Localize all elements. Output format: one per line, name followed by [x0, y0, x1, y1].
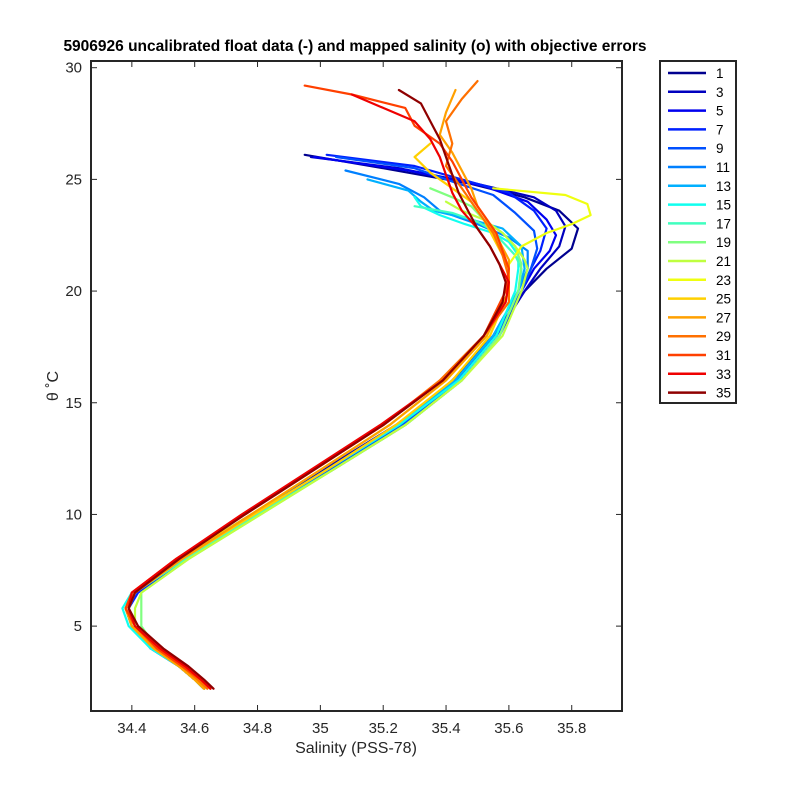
legend-label-9: 9: [716, 141, 724, 156]
series-layer: [121, 79, 592, 690]
series-line-35: [127, 88, 507, 690]
y-axis-ticks: 5 10 15 20 25 30: [65, 60, 622, 635]
y-tick-label: 30: [65, 60, 82, 77]
series-line-27: [124, 88, 510, 690]
legend-label-23: 23: [716, 273, 731, 288]
x-tick-label: 35: [312, 720, 329, 737]
x-tick-label: 34.4: [117, 720, 146, 737]
legend-label-31: 31: [716, 348, 731, 363]
x-axis-ticks: 34.4 34.6 34.8 35 35.2 35.4 35.6 35.8: [117, 61, 586, 737]
y-tick-label: 10: [65, 506, 82, 523]
legend-label-15: 15: [716, 198, 731, 213]
legend-label-19: 19: [716, 235, 731, 250]
legend-label-21: 21: [716, 254, 731, 269]
legend-label-25: 25: [716, 292, 731, 307]
chart-title: 5906926 uncalibrated float data (-) and …: [63, 38, 646, 55]
series-line-33: [127, 93, 510, 690]
y-tick-label: 25: [65, 171, 82, 188]
series-line-15: [121, 196, 520, 690]
legend-box: [659, 60, 737, 404]
legend-label-5: 5: [716, 104, 724, 119]
x-tick-label: 35.6: [494, 720, 523, 737]
plot-frame: [90, 60, 623, 712]
legend-label-1: 1: [716, 66, 724, 81]
y-tick-label: 5: [74, 618, 82, 635]
x-tick-label: 35.2: [369, 720, 398, 737]
legend-label-33: 33: [716, 367, 731, 382]
y-tick-label: 20: [65, 283, 82, 300]
legend-label-17: 17: [716, 216, 731, 231]
legend-label-7: 7: [716, 122, 724, 137]
y-tick-label: 15: [65, 395, 82, 412]
x-axis-label: Salinity (PSS-78): [295, 740, 417, 757]
plot-area: [91, 61, 622, 711]
legend-label-13: 13: [716, 179, 731, 194]
legend-label-11: 11: [716, 160, 730, 175]
x-tick-label: 34.6: [180, 720, 209, 737]
legend-label-29: 29: [716, 329, 731, 344]
x-tick-label: 34.8: [243, 720, 272, 737]
x-tick-label: 35.4: [431, 720, 460, 737]
x-tick-label: 35.8: [557, 720, 586, 737]
legend-label-3: 3: [716, 85, 724, 100]
legend-label-35: 35: [716, 386, 731, 401]
legend-label-27: 27: [716, 310, 731, 325]
y-axis-label: θ ˚C: [45, 371, 62, 401]
